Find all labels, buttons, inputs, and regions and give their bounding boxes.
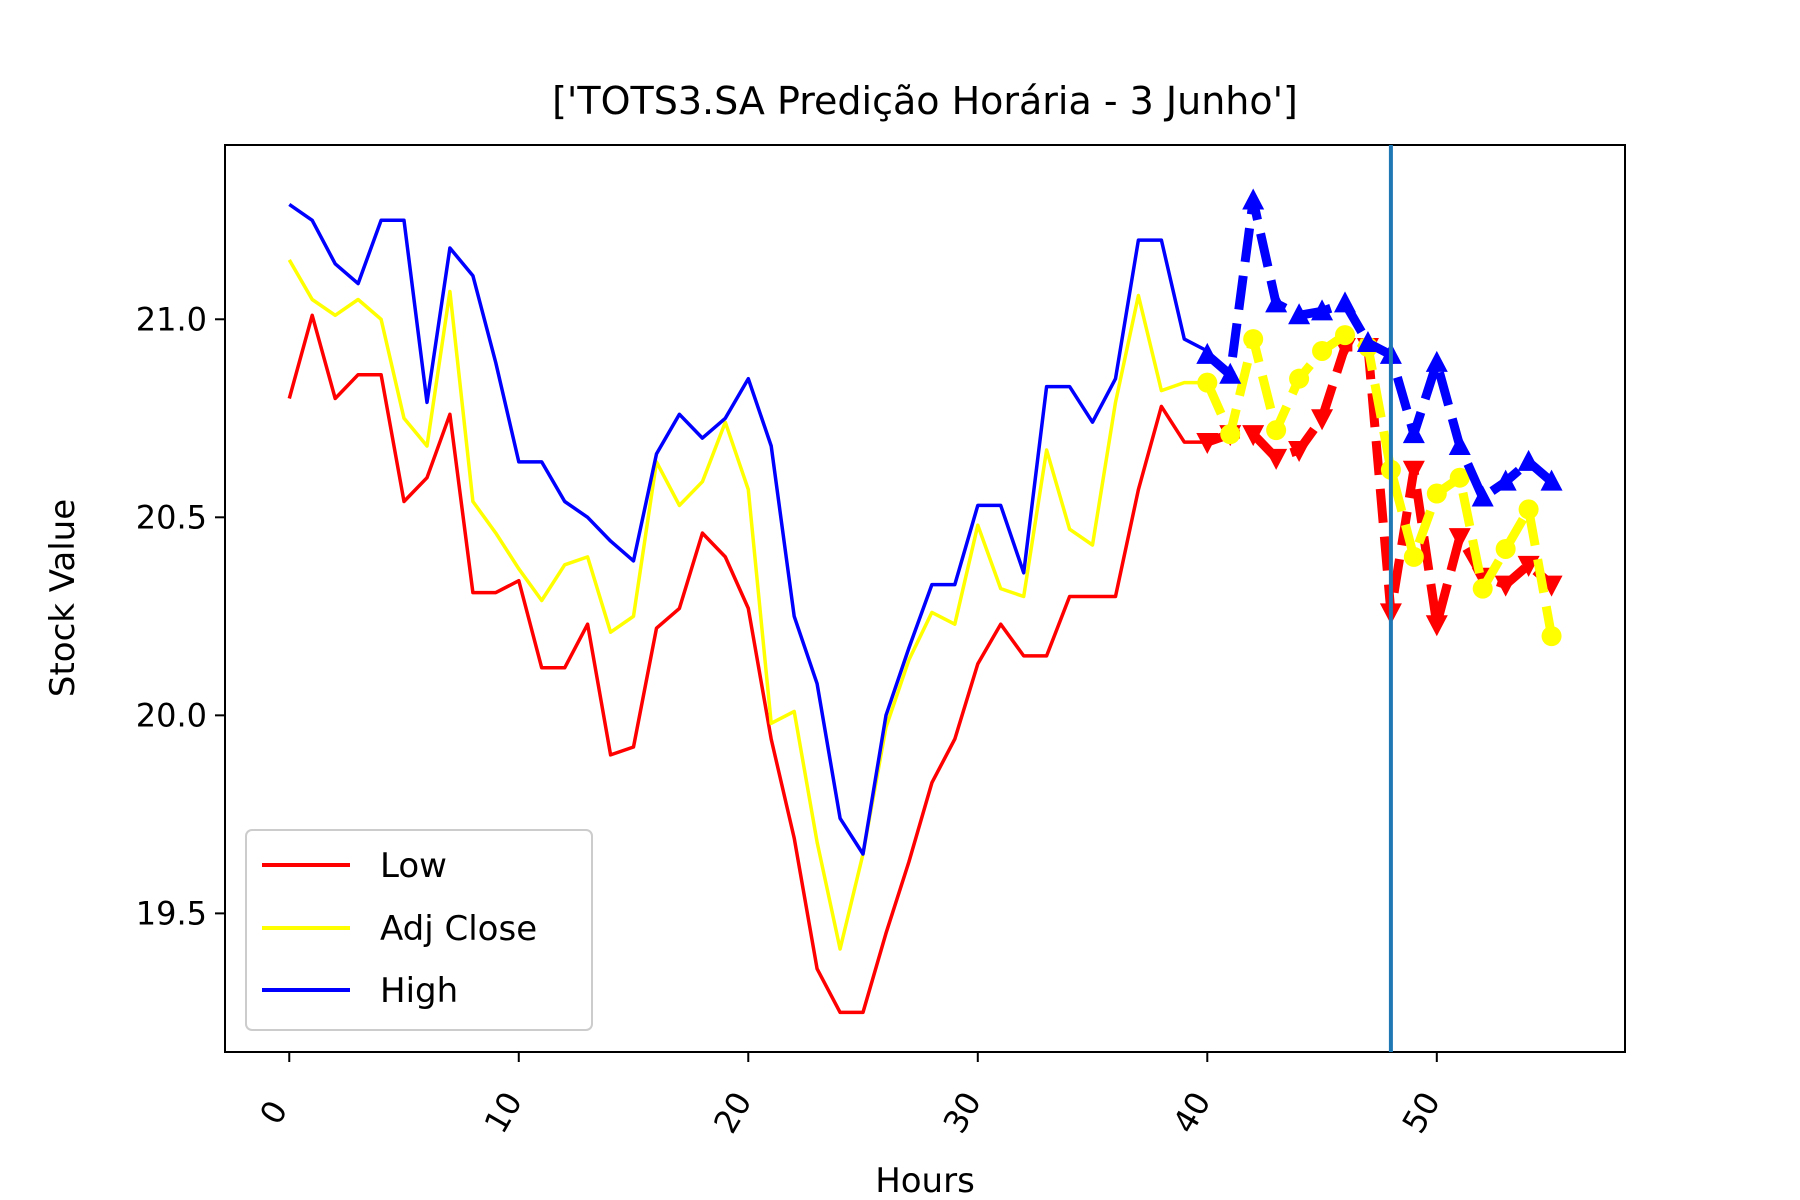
data-point-4-13 <box>1495 538 1516 559</box>
data-point-3-11 <box>1448 528 1471 550</box>
plot-area-frame <box>224 144 1626 1053</box>
series-line-3 <box>1205 342 1555 629</box>
y-tick-label-1: 20.0 <box>136 696 207 734</box>
x-tick-label-10: 10 <box>477 1085 530 1139</box>
data-point-4-14 <box>1518 499 1539 520</box>
data-point-3-4 <box>1288 440 1311 462</box>
data-point-5-11 <box>1448 434 1471 456</box>
data-point-4-2 <box>1243 329 1264 350</box>
y-axis-label: Stock Value <box>43 499 83 697</box>
data-point-3-3 <box>1265 448 1288 470</box>
data-point-4-12 <box>1472 578 1493 599</box>
data-point-5-10 <box>1425 350 1448 372</box>
x-axis: 0 10 20 30 40 50 <box>252 1052 1448 1140</box>
series-line-0 <box>287 313 1208 1015</box>
x-tick-label-30: 30 <box>936 1085 989 1139</box>
legend: Low Adj Close High <box>245 829 593 1031</box>
series-line-1 <box>287 259 1208 951</box>
data-point-5-5 <box>1311 299 1334 321</box>
x-tick-label-0: 0 <box>252 1094 295 1131</box>
data-point-3-13 <box>1494 575 1517 597</box>
data-point-5-12 <box>1471 485 1494 507</box>
data-point-3-5 <box>1311 409 1334 431</box>
data-point-3-2 <box>1242 425 1265 447</box>
data-point-5-2 <box>1242 188 1265 210</box>
data-point-4-5 <box>1312 340 1333 361</box>
data-point-4-1 <box>1220 424 1241 445</box>
series-line-2 <box>288 202 1209 856</box>
legend-label-high: High <box>380 971 458 1011</box>
data-point-4-3 <box>1266 420 1287 441</box>
x-tick-label-50: 50 <box>1395 1085 1448 1139</box>
legend-label-adj-close: Adj Close <box>380 909 537 949</box>
data-point-4-4 <box>1289 368 1310 389</box>
data-point-4-11 <box>1449 467 1470 488</box>
data-point-5-4 <box>1288 303 1311 325</box>
data-point-3-0 <box>1196 433 1219 455</box>
series-layer <box>287 188 1563 1015</box>
data-point-4-6 <box>1335 325 1355 346</box>
y-tick-label-3: 21.0 <box>136 300 207 338</box>
data-point-5-15 <box>1540 469 1563 491</box>
data-point-5-1 <box>1219 362 1242 384</box>
x-tick-label-20: 20 <box>706 1085 759 1139</box>
data-point-5-14 <box>1517 449 1540 471</box>
data-point-3-9 <box>1402 460 1425 482</box>
legend-box <box>245 829 593 1031</box>
x-tick-label-40: 40 <box>1165 1085 1218 1139</box>
x-axis-label: Hours <box>875 1161 975 1200</box>
data-point-5-3 <box>1265 291 1288 313</box>
data-point-5-7 <box>1356 331 1379 353</box>
data-point-5-0 <box>1196 342 1219 364</box>
series-line-5 <box>1204 195 1555 502</box>
legend-label-low: Low <box>380 846 447 886</box>
y-tick-label-2: 20.5 <box>136 498 207 536</box>
data-point-3-10 <box>1425 615 1448 637</box>
series-line-4 <box>1203 330 1557 637</box>
data-point-5-13 <box>1494 469 1517 491</box>
data-point-4-15 <box>1541 626 1562 647</box>
data-point-5-6 <box>1334 291 1356 313</box>
data-point-5-9 <box>1402 422 1425 444</box>
chart-title: ['TOTS3.SA Predição Horária - 3 Junho'] <box>552 79 1298 123</box>
y-tick-label-0: 19.5 <box>136 894 207 932</box>
data-point-4-9 <box>1403 546 1424 567</box>
data-point-4-10 <box>1426 483 1447 504</box>
data-point-4-0 <box>1197 372 1218 393</box>
y-axis: 19.5 20.0 20.5 21.0 <box>136 300 225 932</box>
